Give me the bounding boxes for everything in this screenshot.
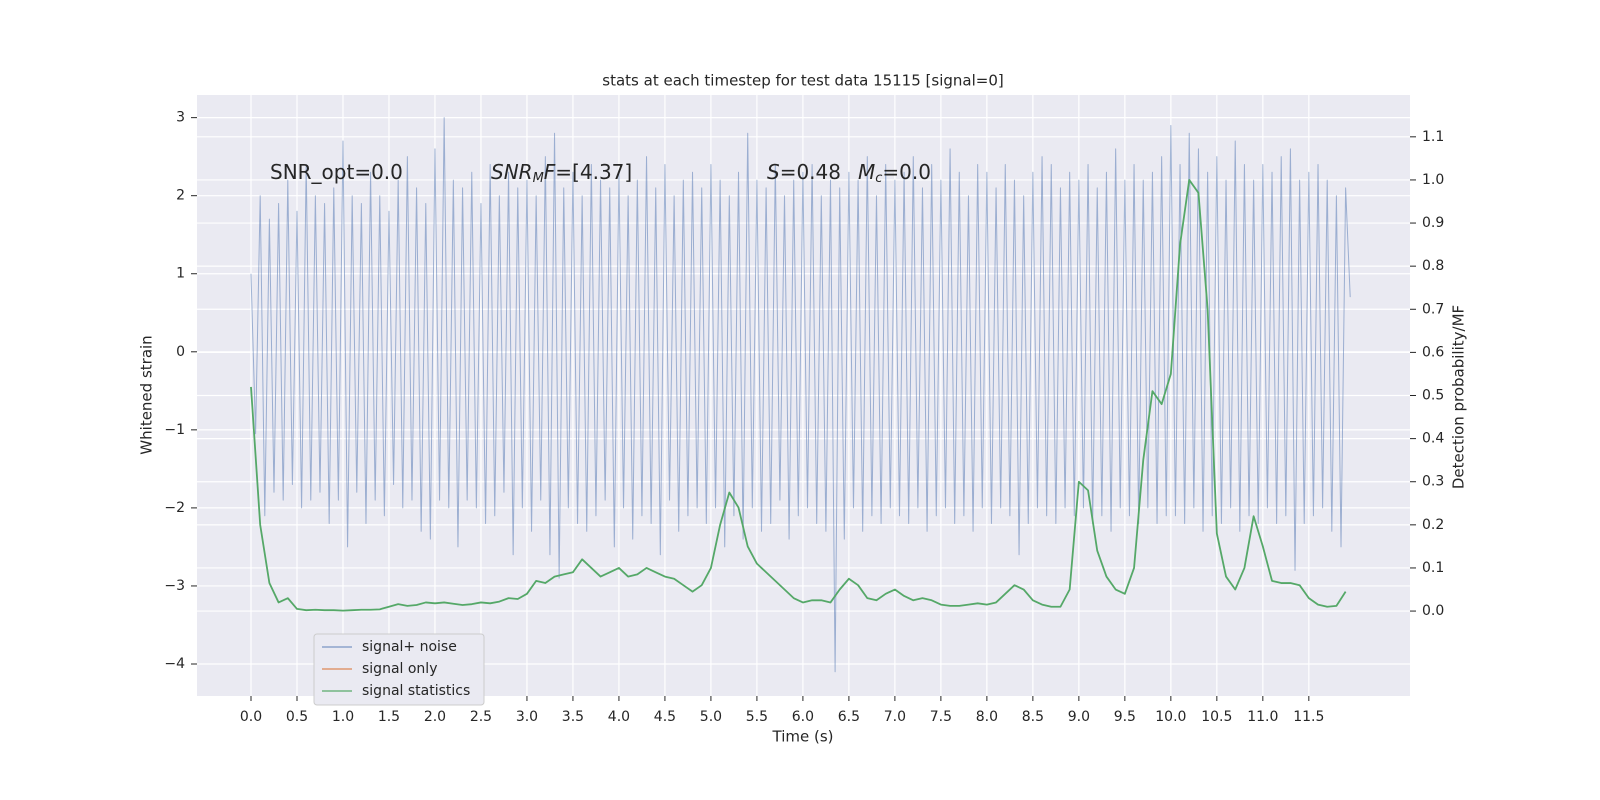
y2-tick-label: 0.4: [1422, 431, 1444, 447]
x-tick-label: 11.5: [1293, 709, 1324, 725]
y2-tick-label: 0.9: [1422, 215, 1444, 231]
annotation-part: SNR_opt=0.0: [270, 160, 403, 184]
y-tick-label: −1: [164, 422, 185, 438]
y2-tick-label: 0.0: [1422, 603, 1444, 619]
y-tick-label: −4: [164, 656, 185, 672]
y-tick-label: 3: [176, 110, 185, 126]
marks-layer: [250, 117, 1351, 673]
y2-tick-label: 0.5: [1422, 388, 1444, 404]
legend-label: signal only: [362, 661, 437, 677]
y2-axis-label: Detection probability/MF: [1450, 305, 1468, 489]
x-tick-label: 5.0: [700, 709, 722, 725]
x-tick-label: 3.0: [516, 709, 538, 725]
legend-label: signal statistics: [362, 683, 470, 699]
annotation-part: c: [875, 171, 882, 186]
annotation-part: M: [858, 160, 875, 184]
x-tick-label: 1.5: [378, 709, 400, 725]
x-tick-label: 10.0: [1155, 709, 1186, 725]
x-tick-label: 9.0: [1068, 709, 1090, 725]
x-tick-label: 6.5: [838, 709, 860, 725]
y-tick-label: −3: [164, 578, 185, 594]
y2-tick-label: 1.0: [1422, 172, 1444, 188]
x-tick-label: 11.0: [1247, 709, 1278, 725]
y-tick-label: 2: [176, 188, 185, 204]
y2-tick-label: 1.1: [1422, 129, 1444, 145]
y-tick-label: −2: [164, 500, 185, 516]
y2-tick-label: 0.7: [1422, 301, 1444, 317]
x-tick-label: 5.5: [746, 709, 768, 725]
annotation-part: =[4.37]: [555, 160, 632, 184]
y2-tick-label: 0.8: [1422, 258, 1444, 274]
x-tick-label: 6.0: [792, 709, 814, 725]
y2-tick-label: 0.1: [1422, 560, 1444, 576]
annotation-part: F: [544, 160, 556, 184]
x-tick-label: 3.5: [562, 709, 584, 725]
y-tick-label: 1: [176, 266, 185, 282]
annotation-part: =0.48: [780, 160, 841, 184]
series-line: [250, 179, 1347, 612]
x-tick-label: 2.0: [424, 709, 446, 725]
labels-layer: 0.0 0.5 1.0 1.5 2.0 2.5 3.0 3.5 4.0 4.5 5.0 5.5 6.0 6…: [164, 110, 1444, 725]
series-line: [250, 117, 1351, 673]
annotation-part: M: [533, 171, 544, 186]
y-axis-label: Whitened strain: [138, 335, 156, 454]
y2-tick-label: 0.3: [1422, 474, 1444, 490]
x-tick-label: 8.0: [976, 709, 998, 725]
legend: signal+ noise signal only signal statistic…: [313, 633, 485, 706]
x-tick-label: 4.5: [654, 709, 676, 725]
annotation: SNRMF=[4.37]: [491, 160, 632, 186]
annotation: Mc=0.0: [858, 160, 931, 186]
x-tick-label: 2.5: [470, 709, 492, 725]
legend-box: [313, 633, 485, 706]
annotation-part: S: [767, 160, 780, 184]
x-tick-label: 9.5: [1114, 709, 1136, 725]
annotation: S=0.48: [767, 160, 841, 184]
x-tick-label: 8.5: [1022, 709, 1044, 725]
annotation: SNR_opt=0.0: [270, 160, 403, 184]
x-tick-label: 10.5: [1201, 709, 1232, 725]
y2-tick-label: 0.6: [1422, 344, 1444, 360]
annotation-part: SNR: [491, 160, 533, 184]
y-tick-label: 0: [176, 344, 185, 360]
x-tick-label: 4.0: [608, 709, 630, 725]
x-tick-label: 0.0: [240, 709, 262, 725]
y2-tick-label: 0.2: [1422, 517, 1444, 533]
x-tick-label: 7.0: [884, 709, 906, 725]
legend-label: signal+ noise: [362, 639, 457, 655]
x-axis-label: Time (s): [772, 728, 834, 746]
x-tick-label: 1.0: [332, 709, 354, 725]
chart-title: stats at each timestep for test data 151…: [602, 72, 1003, 90]
annotation-part: =0.0: [882, 160, 931, 184]
x-tick-label: 0.5: [286, 709, 308, 725]
x-tick-label: 7.5: [930, 709, 952, 725]
